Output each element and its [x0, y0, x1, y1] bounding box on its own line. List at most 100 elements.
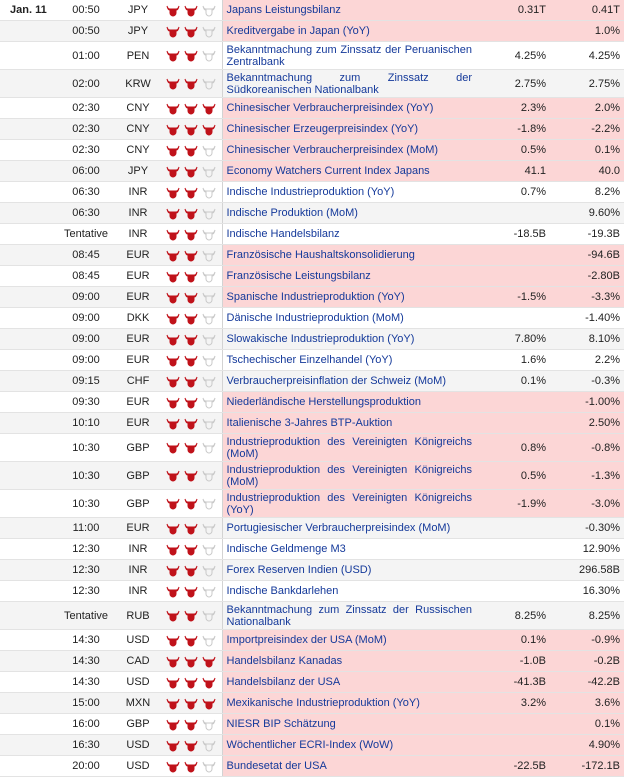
- event-link[interactable]: Portugiesischer Verbraucherpreisindex (M…: [221, 517, 476, 539]
- actual-value: -1.5%: [476, 286, 550, 308]
- table-row[interactable]: 02:30 CNY Chinesischer Verbraucherpreisind…: [0, 139, 624, 161]
- table-row[interactable]: 01:00 PEN Bekanntmachung zum Zinssatz der …: [0, 41, 624, 70]
- table-row[interactable]: 00:50 JPY Kreditvergabe in Japan (YoY) 1.0%: [0, 20, 624, 42]
- importance-cell: [164, 559, 222, 581]
- table-row[interactable]: Tentative INR Indische Handelsbilanz -18.5B…: [0, 223, 624, 245]
- table-row[interactable]: 09:30 EUR Niederländische Herstellungsprod…: [0, 391, 624, 413]
- bull-icon-inactive: [202, 718, 216, 731]
- table-row[interactable]: 14:30 USD Importpreisindex der USA (MoM) 0.…: [0, 629, 624, 651]
- event-link[interactable]: Wöchentlicher ECRI-Index (WoW): [221, 734, 476, 756]
- table-row[interactable]: 14:30 CAD Handelsbilanz Kanadas -1.0B -0.2B: [0, 650, 624, 672]
- table-row[interactable]: 16:00 GBP NIESR BIP Schätzung 0.1%: [0, 713, 624, 735]
- table-row[interactable]: 09:00 EUR Tschechischer Einzelhandel (YoY)…: [0, 349, 624, 371]
- table-row[interactable]: 10:30 GBP Industrieproduktion des Vereinig…: [0, 433, 624, 462]
- table-row[interactable]: 12:30 INR Forex Reserven Indien (USD) 296.5…: [0, 559, 624, 581]
- bull-icon-active: [166, 655, 180, 668]
- table-row[interactable]: Jan. 11 00:50 JPY Japans Leistungsbilanz 0.3…: [0, 0, 624, 21]
- event-link[interactable]: Chinesischer Verbraucherpreisindex (MoM): [221, 139, 476, 161]
- event-link[interactable]: Japans Leistungsbilanz: [221, 0, 476, 21]
- currency-cell: GBP: [112, 433, 164, 462]
- bull-icon-active: [166, 49, 180, 62]
- event-link[interactable]: Forex Reserven Indien (USD): [221, 559, 476, 581]
- previous-value: -3.3%: [550, 286, 624, 308]
- table-row[interactable]: 15:00 MXN Mexikanische Industrieproduktion…: [0, 692, 624, 714]
- event-link[interactable]: Indische Handelsbilanz: [221, 223, 476, 245]
- event-link[interactable]: Italienische 3-Jahres BTP-Auktion: [221, 412, 476, 434]
- table-row[interactable]: 08:45 EUR Französische Leistungsbilanz -2.8…: [0, 265, 624, 287]
- event-link[interactable]: NIESR BIP Schätzung: [221, 713, 476, 735]
- event-link[interactable]: Spanische Industrieproduktion (YoY): [221, 286, 476, 308]
- table-row[interactable]: 09:00 EUR Slowakische Industrieproduktion …: [0, 328, 624, 350]
- table-row[interactable]: 16:30 USD Wöchentlicher ECRI-Index (WoW) 4.…: [0, 734, 624, 756]
- table-row[interactable]: 14:30 USD Handelsbilanz der USA -41.3B -42.2…: [0, 671, 624, 693]
- time-cell: 06:30: [60, 202, 112, 224]
- table-row[interactable]: 10:30 GBP Industrieproduktion des Vereinig…: [0, 461, 624, 490]
- bull-icon-active: [184, 312, 198, 325]
- event-link[interactable]: Kreditvergabe in Japan (YoY): [221, 20, 476, 42]
- bull-icon-inactive: [202, 165, 216, 178]
- event-link[interactable]: Indische Industrieproduktion (YoY): [221, 181, 476, 203]
- event-link[interactable]: Importpreisindex der USA (MoM): [221, 629, 476, 651]
- event-link[interactable]: Industrieproduktion des Vereinigten Köni…: [221, 489, 476, 518]
- event-link[interactable]: Bekanntmachung zum Zinssatz der Peruanis…: [221, 41, 476, 70]
- event-link[interactable]: Bekanntmachung zum Zinssatz der Südkorea…: [221, 69, 476, 98]
- event-link[interactable]: Bundesetat der USA: [221, 755, 476, 777]
- table-row[interactable]: 06:30 INR Indische Industrieproduktion (Yo…: [0, 181, 624, 203]
- event-link[interactable]: Indische Produktion (MoM): [221, 202, 476, 224]
- event-link[interactable]: Indische Bankdarlehen: [221, 580, 476, 602]
- event-link[interactable]: Mexikanische Industrieproduktion (YoY): [221, 692, 476, 714]
- time-cell: 10:30: [60, 433, 112, 462]
- actual-value: 0.8%: [476, 433, 550, 462]
- time-cell: 09:00: [60, 307, 112, 329]
- event-link[interactable]: Industrieproduktion des Vereinigten Köni…: [221, 433, 476, 462]
- event-link[interactable]: Indische Geldmenge M3: [221, 538, 476, 560]
- table-row[interactable]: 09:00 DKK Dänische Industrieproduktion (Mo…: [0, 307, 624, 329]
- actual-value: [476, 517, 550, 539]
- event-link[interactable]: Industrieproduktion des Vereinigten Köni…: [221, 461, 476, 490]
- previous-value: -0.30%: [550, 517, 624, 539]
- currency-cell: CHF: [112, 370, 164, 392]
- bull-icon-active: [202, 102, 216, 115]
- event-link[interactable]: Tschechischer Einzelhandel (YoY): [221, 349, 476, 371]
- event-link[interactable]: Slowakische Industrieproduktion (YoY): [221, 328, 476, 350]
- time-cell: 02:30: [60, 97, 112, 119]
- importance-cell: [164, 412, 222, 434]
- table-row[interactable]: 12:30 INR Indische Geldmenge M3 12.90%: [0, 538, 624, 560]
- event-link[interactable]: Chinesischer Erzeugerpreisindex (YoY): [221, 118, 476, 140]
- event-link[interactable]: Dänische Industrieproduktion (MoM): [221, 307, 476, 329]
- actual-value: -18.5B: [476, 223, 550, 245]
- actual-value: 41.1: [476, 160, 550, 182]
- event-link[interactable]: Handelsbilanz der USA: [221, 671, 476, 693]
- date-cell: [0, 349, 60, 371]
- table-row[interactable]: 09:15 CHF Verbraucherpreisinflation der Sc…: [0, 370, 624, 392]
- table-row[interactable]: Tentative RUB Bekanntmachung zum Zinssatz …: [0, 601, 624, 630]
- table-row[interactable]: 12:30 INR Indische Bankdarlehen 16.30%: [0, 580, 624, 602]
- table-row[interactable]: 02:00 KRW Bekanntmachung zum Zinssatz der …: [0, 69, 624, 98]
- event-link[interactable]: Handelsbilanz Kanadas: [221, 650, 476, 672]
- actual-value: [476, 734, 550, 756]
- event-link[interactable]: Bekanntmachung zum Zinssatz der Russisch…: [221, 601, 476, 630]
- bull-icon-active: [166, 270, 180, 283]
- bull-icon-inactive: [202, 543, 216, 556]
- table-row[interactable]: 10:10 EUR Italienische 3-Jahres BTP-Auktio…: [0, 412, 624, 434]
- importance-cell: [164, 160, 222, 182]
- actual-value: 3.2%: [476, 692, 550, 714]
- table-row[interactable]: 06:30 INR Indische Produktion (MoM) 9.60%: [0, 202, 624, 224]
- table-row[interactable]: 20:00 USD Bundesetat der USA -22.5B -172.1B: [0, 755, 624, 777]
- table-row[interactable]: 08:45 EUR Französische Haushaltskonsolidie…: [0, 244, 624, 266]
- event-link[interactable]: Verbraucherpreisinflation der Schweiz (M…: [221, 370, 476, 392]
- table-row[interactable]: 02:30 CNY Chinesischer Verbraucherpreisind…: [0, 97, 624, 119]
- event-link[interactable]: Economy Watchers Current Index Japans: [221, 160, 476, 182]
- event-link[interactable]: Chinesischer Verbraucherpreisindex (YoY): [221, 97, 476, 119]
- importance-cell: [164, 601, 222, 630]
- table-row[interactable]: 02:30 CNY Chinesischer Erzeugerpreisindex …: [0, 118, 624, 140]
- table-row[interactable]: 10:30 GBP Industrieproduktion des Vereinig…: [0, 489, 624, 518]
- bull-icon-inactive: [202, 25, 216, 38]
- event-link[interactable]: Französische Leistungsbilanz: [221, 265, 476, 287]
- table-row[interactable]: 09:00 EUR Spanische Industrieproduktion (Y…: [0, 286, 624, 308]
- event-link[interactable]: Niederländische Herstellungsproduktion: [221, 391, 476, 413]
- table-row[interactable]: 11:00 EUR Portugiesischer Verbraucherpreis…: [0, 517, 624, 539]
- table-row[interactable]: 06:00 JPY Economy Watchers Current Index J…: [0, 160, 624, 182]
- event-link[interactable]: Französische Haushaltskonsolidierung: [221, 244, 476, 266]
- currency-cell: GBP: [112, 713, 164, 735]
